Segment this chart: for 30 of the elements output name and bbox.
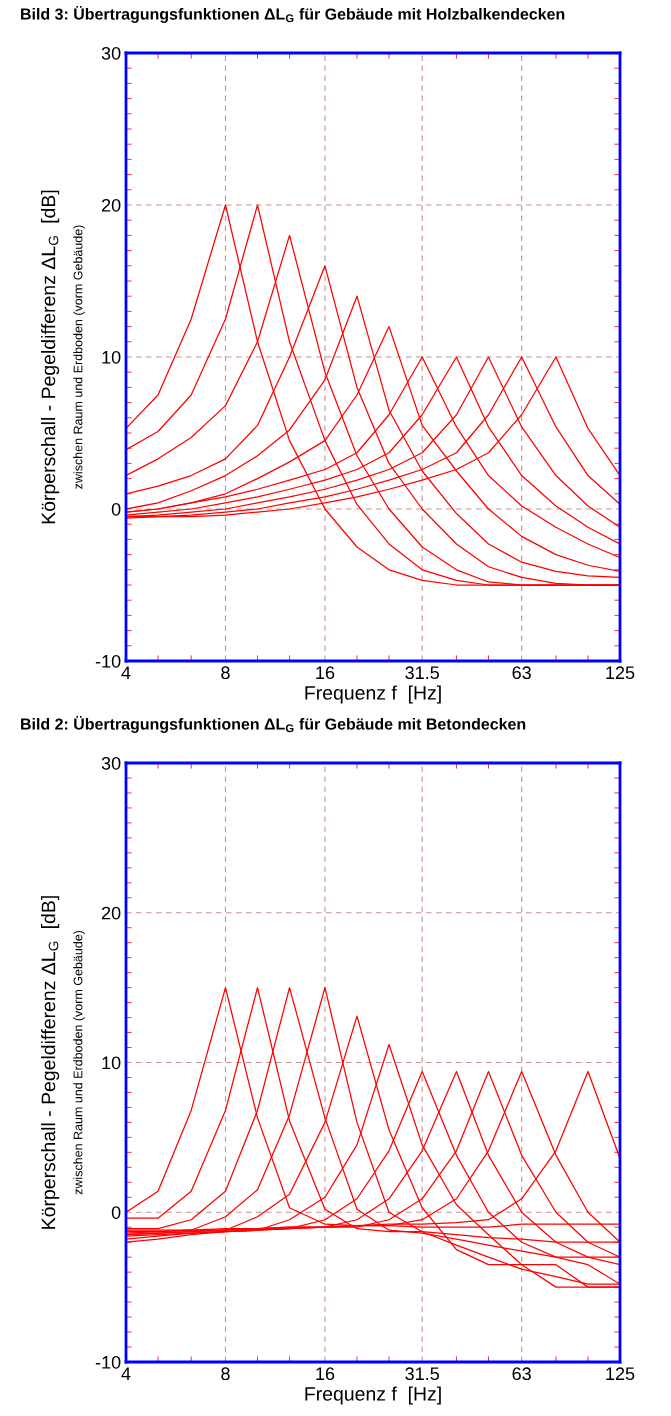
y-tick-label: 10 (102, 350, 121, 364)
x-tick-label: 16 (316, 1367, 335, 1381)
y-tick-label: -10 (95, 654, 121, 668)
y-tick-label: 30 (101, 46, 121, 60)
y-tick-label: 0 (111, 502, 121, 516)
chart-title: Bild 3: Übertragungsfunktionen ΔL$_{G}$ für Gebäude mit Holzbalkendecken (21, 5, 565, 23)
y-tick-label: 20 (101, 198, 121, 212)
y-tick-label: 0 (111, 1206, 121, 1219)
x-tick-label: 125 (606, 666, 635, 680)
x-tick-label: 31.5 (405, 1367, 439, 1381)
x-tick-label: 4 (121, 1367, 131, 1380)
x-tick-label: 8 (221, 1367, 230, 1381)
x-tick-label: 16 (316, 666, 335, 680)
x-tick-label: 63 (512, 1367, 531, 1381)
x-tick-label: 4 (121, 666, 131, 679)
x-tick-label: 8 (221, 666, 230, 680)
text: zwischen Raum und Erdboden (vorm Gebäude) (73, 930, 85, 1195)
x-tick-label: 63 (512, 666, 531, 680)
x-tick-label: 31.5 (405, 666, 439, 680)
y-tick-label: 20 (101, 906, 121, 920)
x-tick-label: 125 (606, 1367, 635, 1381)
y-tick-label: -10 (95, 1355, 121, 1369)
y-tick-label: 30 (101, 756, 121, 770)
x-axis-title: Frequenz f [Hz] (305, 1386, 441, 1405)
y-tick-label: 10 (102, 1056, 121, 1070)
y-axis-title: Körperschall - Pegeldifferenz ΔL$_{G}$ [dB] (41, 190, 60, 524)
chart-title: Bild 2: Übertragungsfunktionen ΔL$_{G}$ für Gebäude mit Betondecken (21, 715, 526, 733)
y-axis-title: Körperschall - Pegeldifferenz ΔL$_{G}$ [dB] (41, 896, 60, 1229)
x-axis-title: Frequenz f [Hz] (305, 685, 441, 704)
text: zwischen Raum und Erdboden (vorm Gebäude) (73, 225, 85, 489)
